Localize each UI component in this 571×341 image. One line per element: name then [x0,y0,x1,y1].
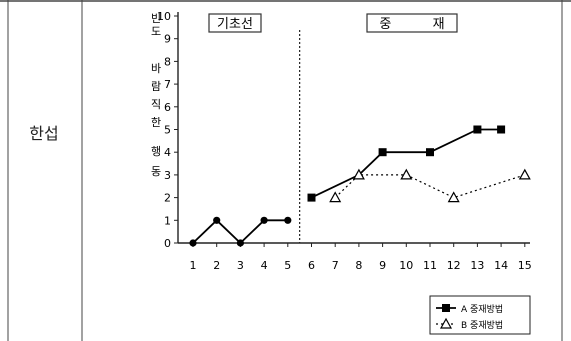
y-axis-label-char: 동 [151,165,161,178]
x-tick-label: 3 [237,259,244,272]
x-tick-label: 11 [423,259,437,272]
series-line-b [334,174,525,199]
legend-marker [439,317,453,329]
data-point-b [447,191,460,203]
y-tick-label: 2 [164,192,171,205]
x-tick-label: 12 [447,259,461,272]
legend-label: B 중재방법 [461,320,503,331]
data-point-a [284,216,292,224]
legend: A 중재방법 B 중재방법 [436,304,503,331]
x-tick-label: 13 [470,259,484,272]
x-tick-label: 6 [308,259,315,272]
data-point-b [518,168,531,180]
x-tick-label: 2 [213,259,220,272]
y-tick-label: 1 [164,214,171,227]
data-point-a [236,239,244,247]
y-tick-label: 3 [164,169,171,182]
marks [189,125,531,247]
y-axis-label-char: 행 [151,145,161,158]
y-tick-label: 9 [164,33,171,46]
y-tick-label: 5 [164,124,171,137]
phase-label-intervention: 중 재 [379,17,444,32]
data-point-a [426,148,434,157]
data-point-a [307,193,316,202]
legend-label: A 중재방법 [461,304,503,315]
y-tick-label: 7 [164,78,171,91]
x-tick-label: 5 [284,259,291,272]
data-point-b [400,168,413,180]
x-tick-label: 15 [518,259,532,272]
data-point-a [497,125,506,134]
legend-marker [442,304,450,312]
phase-box-baseline [208,13,262,33]
x-tick-label: 1 [190,259,197,272]
x-tick-label: 7 [332,259,339,272]
data-point-b [329,191,342,203]
y-axis-label-char: 한 [151,116,161,129]
data-point-a [473,125,482,134]
y-axis-label-char: 람 [151,80,161,93]
x-tick-label: 10 [399,259,413,272]
y-tick-label: 6 [164,101,171,114]
series-line-a [311,128,502,199]
y-axis-label-top: 빈 [151,12,161,25]
x-tick-label: 9 [379,259,386,272]
data-point-b [352,168,365,180]
y-tick-label: 10 [157,10,171,23]
y-tick-label: 4 [164,146,171,159]
x-tick-label: 4 [261,259,268,272]
x-tick-label: 8 [355,259,362,272]
y-tick-label: 0 [164,237,171,250]
row-label: 한섭 [29,124,59,143]
y-axis-label-char: 바 [151,62,161,75]
data-point-a [213,216,221,224]
y-axis-label-char: 직 [151,98,161,111]
data-point-a [189,239,197,247]
data-point-a [260,216,268,224]
y-tick-label: 8 [164,55,171,68]
data-point-a [378,148,387,157]
x-tick-label: 14 [494,259,508,272]
y-axis-label-top: 도 [151,25,161,38]
phase-label-baseline: 기초선 [217,17,253,32]
phase-box-intervention [366,13,458,33]
